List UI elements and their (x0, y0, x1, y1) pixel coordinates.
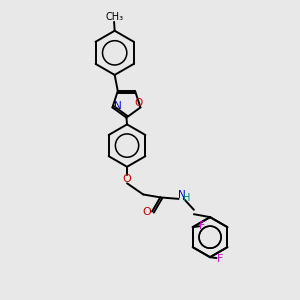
Text: N: N (114, 101, 121, 111)
Text: CH₃: CH₃ (105, 12, 123, 22)
Text: N: N (178, 190, 186, 200)
Text: O: O (142, 206, 151, 217)
Text: F: F (217, 254, 224, 264)
Text: F: F (199, 221, 205, 231)
Text: O: O (122, 174, 131, 184)
Text: H: H (183, 193, 190, 203)
Text: O: O (135, 98, 143, 108)
